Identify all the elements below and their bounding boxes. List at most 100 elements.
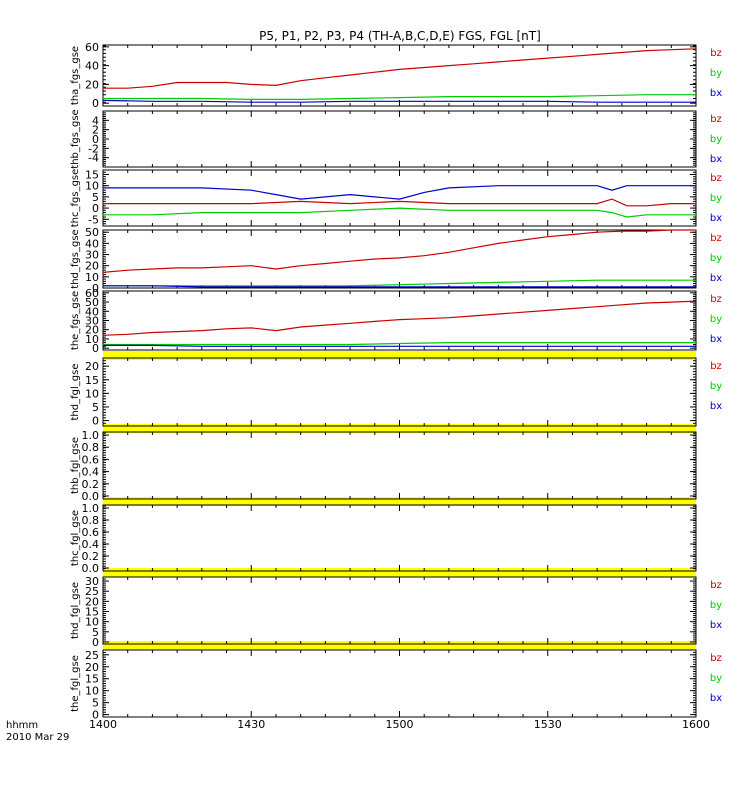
y-tick-label: 25 <box>85 585 99 598</box>
x-tick-label: 1600 <box>682 718 710 731</box>
y-tick-label: 15 <box>85 606 99 619</box>
y-tick-label: 5 <box>92 401 99 414</box>
legend-bz: bz <box>710 233 722 244</box>
y-tick-label: 0.8 <box>82 441 100 454</box>
panel-frame <box>102 649 697 718</box>
legend-by: by <box>710 193 722 204</box>
series-line-by <box>103 207 696 218</box>
panel-frame <box>102 169 697 227</box>
y-tick-label: 50 <box>85 296 99 309</box>
y-tick-label: 0.2 <box>82 550 100 563</box>
y-tick-label: 20 <box>85 324 99 337</box>
series-line-by <box>103 342 696 346</box>
series-line-bx <box>103 344 696 347</box>
series-line-by <box>103 279 696 287</box>
y-tick-label: 0.6 <box>82 453 100 466</box>
y-tick-label: 0 <box>92 133 99 146</box>
data-gap-bar <box>103 351 696 360</box>
panel-frame <box>102 504 697 572</box>
series-line-bx <box>103 185 696 200</box>
y-tick-label: 60 <box>85 287 99 300</box>
y-tick-label: 1.0 <box>82 502 100 515</box>
series-line-by <box>103 94 696 101</box>
y-tick-label: 0 <box>92 97 99 110</box>
series-line-bz <box>103 198 696 207</box>
data-gap-bar <box>103 497 696 506</box>
legend-bx: bx <box>710 401 722 412</box>
legend-bx: bx <box>710 620 722 631</box>
legend-by: by <box>710 381 722 392</box>
panel-frame <box>102 431 697 500</box>
y-tick-label: 20 <box>85 360 99 373</box>
legend-bx: bx <box>710 154 722 165</box>
legend-by: by <box>710 314 722 325</box>
panel-ylabel: tha_fgs_gse <box>70 46 81 105</box>
y-tick-label: 4 <box>92 114 99 127</box>
x-tick-label: 1530 <box>534 718 562 731</box>
legend-bz: bz <box>710 580 722 591</box>
legend-bz: bz <box>710 48 722 59</box>
y-tick-label: 0.6 <box>82 526 100 539</box>
y-tick-label: 40 <box>85 305 99 318</box>
y-tick-label: 15 <box>85 168 99 181</box>
panel-ylabel: the_fgl_gse <box>70 655 81 712</box>
y-tick-label: 20 <box>85 260 99 273</box>
legend-by: by <box>710 134 722 145</box>
x-tick-label: 1400 <box>89 718 117 731</box>
y-tick-label: 0.2 <box>82 478 100 491</box>
y-tick-label: 0 <box>92 709 99 722</box>
y-tick-label: 25 <box>85 649 99 662</box>
y-tick-label: 20 <box>85 595 99 608</box>
panel-ylabel: thc_fgs_gse <box>70 169 81 228</box>
y-tick-label: 0 <box>92 636 99 649</box>
y-tick-label: 0.0 <box>82 562 100 575</box>
y-tick-label: 10 <box>85 685 99 698</box>
y-tick-label: 10 <box>85 616 99 629</box>
y-tick-label: 40 <box>85 60 99 73</box>
panel-ylabel: thc_fgl_gse <box>70 510 81 566</box>
series-line-bz <box>102 229 696 273</box>
y-tick-label: 0.0 <box>82 490 100 503</box>
y-tick-label: -4 <box>88 152 99 165</box>
y-tick-label: 60 <box>85 41 99 54</box>
y-tick-label: 20 <box>85 78 99 91</box>
y-tick-label: 0 <box>92 282 99 295</box>
y-tick-label: 10 <box>85 271 99 284</box>
y-tick-label: 2 <box>92 124 99 137</box>
panel-tha-fgs-gse: 60 40 20 0 tha_fgs_gse bz by bx <box>70 41 722 110</box>
legend-bz: bz <box>710 361 722 372</box>
data-gap-bar <box>103 641 696 650</box>
y-tick-label: 30 <box>85 315 99 328</box>
y-tick-label: 5 <box>92 191 99 204</box>
panel-ylabel: thb_fgl_gse <box>70 437 81 494</box>
panel-ylabel: thb_fgs_gse <box>70 109 81 168</box>
y-tick-label: 30 <box>85 575 99 588</box>
panel-frame <box>102 229 697 289</box>
legend-bz: bz <box>710 173 722 184</box>
y-tick-label: 20 <box>85 661 99 674</box>
legend-by: by <box>710 600 722 611</box>
chart-title: P5, P1, P2, P3, P4 (TH-A,B,C,D,E) FGS, F… <box>259 29 541 43</box>
legend-by: by <box>710 68 722 79</box>
legend-bx: bx <box>710 273 722 284</box>
x-axis-date: 2010 Mar 29 <box>6 732 69 743</box>
series-line-bx <box>103 285 696 288</box>
y-tick-label: 15 <box>85 673 99 686</box>
x-tick-label: 1500 <box>386 718 414 731</box>
panel-frame <box>102 290 697 351</box>
y-tick-label: 0.4 <box>82 466 100 479</box>
panel-frame <box>102 576 697 645</box>
series-line-bz <box>102 300 697 336</box>
legend-bx: bx <box>710 334 722 345</box>
panel-ylabel: the_fgs_gse <box>70 291 81 350</box>
y-tick-label: 10 <box>85 387 99 400</box>
x-axis-label-hhmm: hhmm <box>6 720 38 731</box>
